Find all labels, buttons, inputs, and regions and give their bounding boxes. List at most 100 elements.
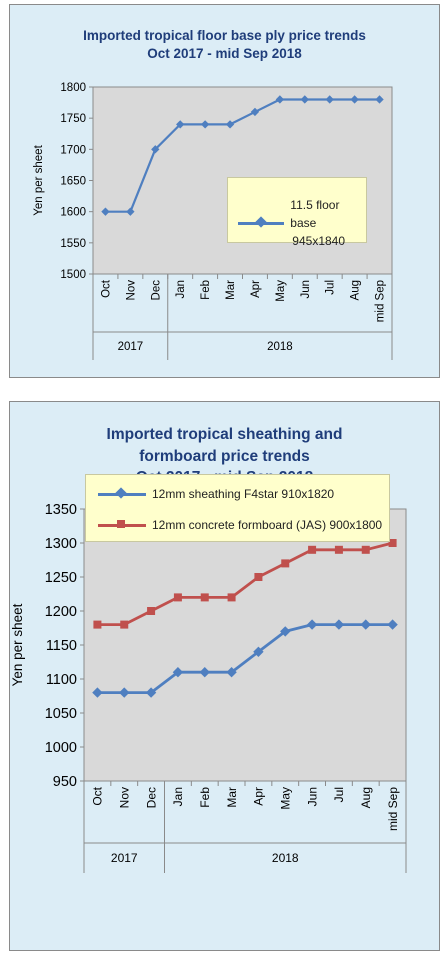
y-tick-label: 1750 bbox=[60, 113, 86, 125]
plot-area bbox=[83, 508, 407, 782]
y-tick-label: 1500 bbox=[60, 269, 86, 281]
data-point bbox=[226, 667, 237, 678]
data-point bbox=[350, 95, 359, 104]
data-point bbox=[119, 687, 130, 698]
data-point bbox=[200, 120, 210, 129]
y-axis-label: Yen per sheet bbox=[33, 144, 45, 215]
y-tick-label: 950 bbox=[53, 774, 77, 790]
data-point bbox=[200, 593, 209, 602]
year-group-label: 2018 bbox=[267, 341, 293, 353]
x-tick-label: Dec bbox=[150, 280, 162, 301]
x-tick-label: Feb bbox=[200, 280, 212, 300]
x-tick-label: Mar bbox=[225, 787, 239, 808]
y-tick-label: 1100 bbox=[46, 672, 77, 688]
x-tick-label: Mar bbox=[225, 280, 237, 300]
x-tick-label: Jan bbox=[171, 787, 185, 806]
data-point bbox=[387, 619, 398, 630]
legend-swatch bbox=[98, 487, 146, 499]
data-point bbox=[254, 573, 263, 581]
data-point bbox=[280, 626, 291, 637]
year-group-label: 2017 bbox=[118, 341, 144, 353]
chart-title-line-2: Oct 2017 - mid Sep 2018 bbox=[147, 45, 302, 61]
x-tick-label: Nov bbox=[117, 787, 131, 808]
y-tick-label: 1000 bbox=[45, 740, 77, 756]
data-point bbox=[101, 207, 110, 216]
data-point bbox=[176, 120, 185, 129]
x-tick-label: Apr bbox=[250, 280, 262, 298]
data-point bbox=[250, 107, 260, 117]
chart-title-line-1: Imported tropical sheathing and bbox=[106, 426, 343, 443]
chart-title-line-1: Imported tropical floor base ply price t… bbox=[83, 28, 366, 43]
x-tick-label: Jul bbox=[332, 787, 346, 802]
data-point bbox=[388, 539, 397, 547]
data-point bbox=[120, 620, 129, 629]
data-point bbox=[225, 120, 235, 129]
chart-title-line-2: formboard price trends bbox=[139, 447, 310, 465]
data-point bbox=[325, 95, 334, 104]
legend-label: 11.5 floor base bbox=[290, 198, 340, 230]
y-tick-label: 1200 bbox=[45, 604, 77, 620]
x-tick-label: Jul bbox=[325, 280, 337, 295]
y-tick-label: 1800 bbox=[60, 82, 86, 94]
data-point bbox=[333, 619, 345, 630]
y-tick-label: 1550 bbox=[60, 238, 86, 250]
x-tick-label: May bbox=[278, 787, 292, 810]
year-group-label: 2017 bbox=[111, 851, 138, 865]
legend: 12mm sheathing F4star 910x1820 12mm conc… bbox=[85, 474, 390, 542]
x-tick-label: Jan bbox=[175, 280, 187, 299]
x-tick-label: mid Sep bbox=[375, 280, 387, 322]
legend-swatch bbox=[98, 520, 146, 530]
legend-swatch bbox=[238, 216, 285, 228]
data-point bbox=[227, 593, 236, 602]
legend-entry-formboard: 12mm concrete formboard (JAS) 900x1800 bbox=[98, 518, 382, 532]
y-tick-label: 1700 bbox=[60, 144, 86, 156]
legend-label: 12mm concrete formboard (JAS) 900x1800 bbox=[152, 518, 383, 532]
legend-label-line-2: 945x1840 bbox=[292, 234, 346, 248]
data-point bbox=[360, 619, 371, 630]
y-tick-label: 1250 bbox=[45, 570, 77, 586]
legend-label: 12mm sheathing F4star 910x1820 bbox=[152, 487, 335, 501]
legend-entry-sheathing: 12mm sheathing F4star 910x1820 bbox=[98, 487, 334, 501]
data-point bbox=[147, 607, 156, 615]
data-point bbox=[172, 667, 184, 678]
y-tick-label: 1350 bbox=[45, 502, 77, 518]
data-point bbox=[145, 687, 157, 698]
data-point bbox=[361, 545, 370, 554]
x-tick-label: Aug bbox=[350, 280, 362, 300]
x-tick-label: Oct bbox=[100, 279, 112, 298]
data-point bbox=[151, 145, 160, 154]
x-tick-label: Dec bbox=[144, 787, 158, 808]
x-tick-label: May bbox=[275, 280, 287, 302]
data-point bbox=[173, 593, 182, 602]
x-tick-label: Jun bbox=[300, 280, 312, 299]
y-tick-label: 1600 bbox=[60, 207, 86, 219]
y-tick-label: 1300 bbox=[45, 536, 77, 552]
data-point bbox=[375, 95, 384, 104]
y-tick-label: 1650 bbox=[60, 176, 86, 188]
x-tick-label: Nov bbox=[125, 280, 137, 301]
x-tick-label: Oct bbox=[91, 786, 105, 805]
data-point bbox=[253, 646, 264, 657]
chart-title: Imported tropical floor base ply price t… bbox=[10, 27, 439, 62]
data-point bbox=[93, 620, 102, 629]
data-point bbox=[334, 545, 343, 554]
x-tick-label: Jun bbox=[305, 787, 319, 806]
year-group-label: 2018 bbox=[272, 851, 299, 865]
data-point bbox=[92, 687, 103, 698]
data-point bbox=[300, 95, 309, 104]
y-axis-label: Yen per sheet bbox=[10, 603, 25, 686]
x-tick-label: Aug bbox=[359, 787, 373, 808]
data-point bbox=[306, 619, 318, 630]
x-tick-label: Apr bbox=[252, 787, 266, 806]
x-tick-label: mid Sep bbox=[386, 787, 400, 831]
data-point bbox=[275, 95, 285, 104]
y-tick-label: 1050 bbox=[45, 706, 77, 722]
data-point bbox=[308, 545, 317, 554]
series-line-2 bbox=[97, 541, 393, 626]
data-point bbox=[281, 559, 290, 568]
y-tick-label: 1150 bbox=[46, 638, 77, 654]
data-point bbox=[126, 207, 135, 216]
legend: 11.5 floor base 945x1840 bbox=[227, 177, 367, 248]
x-tick-label: Feb bbox=[198, 787, 212, 808]
